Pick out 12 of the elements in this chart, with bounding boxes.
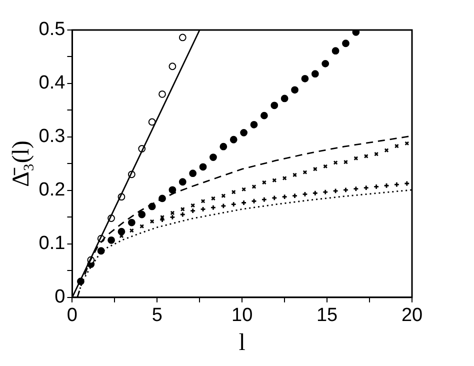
x-axis-title: l <box>238 330 246 356</box>
x-tick-label: 10 <box>232 305 253 326</box>
y-tick-label: 0.2 <box>38 180 66 201</box>
y-tick-label: 0.4 <box>38 72 66 94</box>
y-tick-label: 0.1 <box>38 233 66 254</box>
y-axis-title: Δ̄₃(l) <box>8 140 35 187</box>
x-tick-label: 5 <box>152 305 162 326</box>
y-tick-label: 0 <box>54 286 66 308</box>
x-tick-label: 15 <box>316 305 338 326</box>
y-tick-label: 0.3 <box>38 126 66 148</box>
y-tick-label: 0.5 <box>38 19 66 40</box>
x-tick-label: 20 <box>401 305 423 326</box>
